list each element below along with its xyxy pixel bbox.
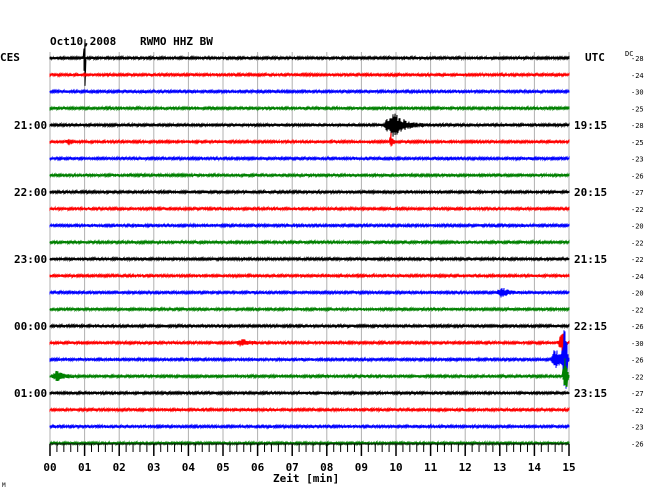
dc-value: -20 — [631, 223, 644, 231]
right-timezone-label: UTC — [585, 51, 605, 64]
right-hour-label: 23:15 — [574, 387, 607, 400]
dc-value: -28 — [631, 122, 644, 130]
dc-value: -26 — [631, 172, 644, 180]
x-tick-label: 09 — [355, 461, 368, 474]
left-hour-label: 01:00 — [14, 387, 47, 400]
dc-value: -30 — [631, 340, 644, 348]
footer-mark: M — [2, 482, 6, 489]
x-tick-label: 06 — [251, 461, 265, 474]
dc-value: -22 — [631, 306, 644, 314]
x-tick-label: 13 — [493, 461, 506, 474]
dc-value: -27 — [631, 390, 644, 398]
trace-line — [49, 132, 570, 147]
x-tick-label: 12 — [459, 461, 472, 474]
x-tick-label: 02 — [113, 461, 126, 474]
dc-value: -25 — [631, 139, 644, 147]
time-grid — [49, 52, 570, 444]
x-axis-label: Zeit [min] — [273, 472, 339, 485]
dc-value: -24 — [631, 273, 644, 281]
x-tick-label: 14 — [528, 461, 542, 474]
station-label: RWMO HHZ BW — [140, 35, 213, 48]
x-tick-label: 07 — [286, 461, 299, 474]
x-tick-label: 05 — [216, 461, 229, 474]
x-tick-label: 08 — [320, 461, 333, 474]
dc-value: -27 — [631, 189, 644, 197]
x-tick-label: 00 — [43, 461, 56, 474]
dc-value: -22 — [631, 256, 644, 264]
dc-value: -25 — [631, 105, 644, 113]
dc-label: DC — [625, 50, 633, 58]
x-tick-label: 10 — [389, 461, 402, 474]
dc-value: -26 — [631, 323, 644, 331]
x-tick-label: 15 — [562, 461, 575, 474]
trace-line — [49, 39, 570, 86]
labels: Oct10,2008 RWMO HHZ BW CES UTC DC Zeit [… — [0, 35, 644, 489]
dc-value: -22 — [631, 373, 644, 381]
x-tick-label: 04 — [182, 461, 196, 474]
date-label: Oct10,2008 — [50, 35, 116, 48]
trace-line — [49, 358, 570, 387]
dc-value: -26 — [631, 357, 644, 365]
left-hour-label: 21:00 — [14, 119, 47, 132]
dc-value: -20 — [631, 290, 644, 298]
dc-value: -28 — [631, 55, 644, 63]
x-tick-label: 03 — [147, 461, 160, 474]
left-hour-label: 00:00 — [14, 320, 47, 333]
dc-value: -23 — [631, 156, 644, 164]
dc-value: -22 — [631, 239, 644, 247]
dc-value: -26 — [631, 440, 644, 448]
trace-line — [49, 333, 570, 355]
dc-value: -23 — [631, 424, 644, 432]
right-hour-label: 20:15 — [574, 186, 607, 199]
right-hour-label: 19:15 — [574, 119, 607, 132]
x-tick-label: 11 — [424, 461, 438, 474]
dc-value: -22 — [631, 407, 644, 415]
dc-value: -22 — [631, 206, 644, 214]
left-hour-label: 23:00 — [14, 253, 47, 266]
right-hour-label: 21:15 — [574, 253, 607, 266]
left-hour-label: 22:00 — [14, 186, 47, 199]
axes — [49, 443, 570, 456]
dc-value: -30 — [631, 89, 644, 97]
left-timezone-label: CES — [0, 51, 20, 64]
dc-value: -24 — [631, 72, 644, 80]
x-tick-label: 01 — [78, 461, 92, 474]
seismic-traces — [49, 39, 570, 447]
right-hour-label: 22:15 — [574, 320, 607, 333]
